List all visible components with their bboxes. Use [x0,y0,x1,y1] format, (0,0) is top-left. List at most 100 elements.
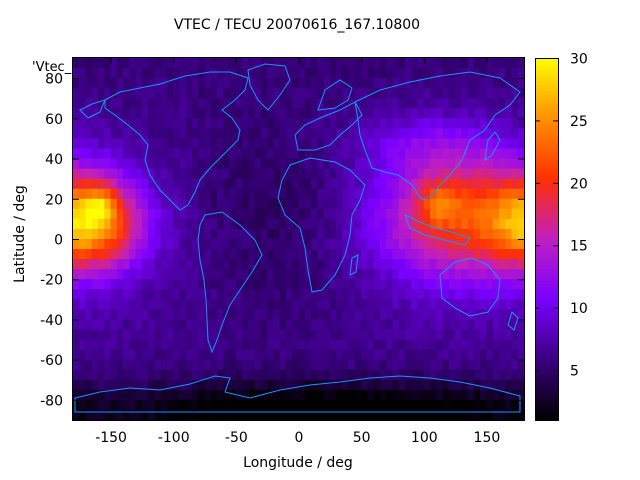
heatmap-cell [304,108,312,119]
heatmap-cell [166,289,174,300]
heatmap-cell [198,58,206,69]
heatmap-cell [386,158,394,170]
heatmap-cell [480,409,488,421]
heatmap-cell [85,279,93,290]
heatmap-cell [398,128,406,140]
heatmap-cell [242,128,249,140]
coastlines [74,63,521,413]
heatmap-cell [311,409,318,421]
colorbar-swatch [535,386,558,391]
heatmap-cell [442,359,450,371]
heatmap-cell [311,319,318,331]
heatmap-cell [430,409,437,421]
heatmap-cell [217,188,224,200]
heatmap-cell [348,118,356,129]
colorbar-swatch [535,106,558,110]
heatmap-cell [417,128,425,140]
heatmap-cell [354,239,362,250]
heatmap-cell [436,279,444,290]
heatmap-cell [467,289,475,300]
heatmap-cell [329,188,337,200]
heatmap-cell [430,228,437,240]
heatmap-cell [292,309,300,321]
heatmap-cell [461,269,469,280]
colorbar-swatch [535,160,558,165]
heatmap-cell [473,369,481,381]
heatmap-cell [455,188,462,200]
heatmap-cell [492,339,500,351]
heatmap-cell [292,239,300,250]
heatmap-cell [260,128,268,140]
heatmap-cell [329,148,337,160]
heatmap-cell [298,379,306,391]
heatmap-cell [342,58,350,69]
heatmap-cell [217,299,224,310]
heatmap-cell [304,409,312,421]
heatmap-cell [448,58,456,69]
heatmap-cell [392,409,400,421]
heatmap-cell [404,118,412,129]
heatmap-cell [254,239,262,250]
heatmap-cell [392,228,400,240]
heatmap-cell [461,409,469,421]
heatmap-cell [79,108,87,119]
heatmap-cell [248,108,256,119]
heatmap-cell [260,138,268,150]
heatmap-cell [311,118,318,129]
heatmap-cell [248,68,256,79]
colorbar-swatch [535,401,558,406]
heatmap-cell [123,88,130,99]
heatmap-cell [116,108,124,119]
heatmap-cell [235,369,243,381]
heatmap-cell [254,148,262,160]
heatmap-cell [442,158,450,170]
heatmap-cell [467,218,475,230]
heatmap-cell [273,359,281,371]
heatmap-cell [285,369,293,381]
heatmap-cell [217,58,224,69]
heatmap-cell [436,178,444,190]
heatmap-cell [79,309,87,321]
heatmap-cell [517,148,525,160]
heatmap-cell [511,299,519,310]
heatmap-cell [273,349,281,361]
heatmap-cell [166,108,174,119]
colorbar-swatch [535,296,558,300]
heatmap-cell [423,299,431,310]
heatmap-cell [311,168,318,180]
heatmap-cell [254,379,262,391]
heatmap-cell [417,208,425,220]
colorbar-swatch [535,377,558,382]
heatmap-cell [517,359,525,371]
heatmap-cell [135,389,143,401]
heatmap-cell [242,228,249,240]
heatmap-cell [379,369,387,381]
heatmap-cell [285,289,293,300]
heatmap-cell [492,118,500,129]
heatmap-cell [361,379,368,391]
heatmap-cell [248,218,256,230]
heatmap-cell [411,329,419,341]
heatmap-cell [480,259,488,270]
heatmap-cell [166,118,174,129]
heatmap-cell [505,148,513,160]
heatmap-cell [361,279,368,290]
colorbar-swatch [535,229,558,234]
heatmap-cell [91,399,99,411]
heatmap-cell [486,68,494,79]
heatmap-cell [311,239,318,250]
heatmap-cell [436,379,444,391]
heatmap-cell [392,239,400,250]
heatmap-cell [285,208,293,220]
heatmap-cell [148,148,156,160]
heatmap-cell [192,68,199,79]
heatmap-cell [285,98,293,109]
heatmap-cell [254,208,262,220]
heatmap-cell [386,118,394,129]
heatmap-cell [448,249,456,260]
colorbar-swatch [535,365,558,370]
heatmap-cell [436,399,444,411]
heatmap-cell [166,218,174,230]
heatmap-cell [210,68,218,79]
heatmap-cell [473,249,481,260]
